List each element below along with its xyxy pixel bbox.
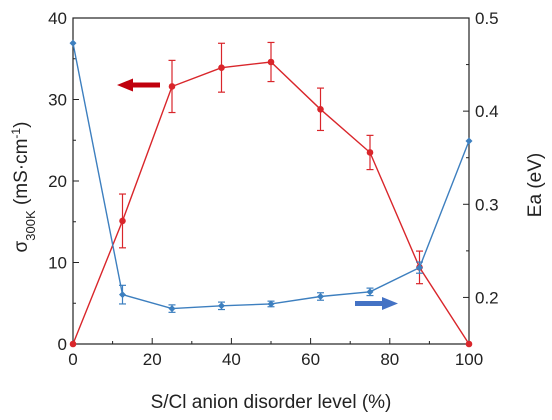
data-point xyxy=(267,58,275,66)
data-point xyxy=(69,39,77,47)
x-tick-label: 100 xyxy=(455,350,483,369)
x-tick-label: 40 xyxy=(222,350,241,369)
arrow-left-icon xyxy=(117,78,160,92)
data-point xyxy=(218,64,225,72)
y-right-axis-title: Ea (eV) xyxy=(525,153,546,217)
data-point xyxy=(366,149,374,156)
data-point xyxy=(168,305,176,313)
annotation-layer xyxy=(117,78,398,310)
y-left-title-superscript: -1 xyxy=(9,128,23,139)
data-point xyxy=(168,83,176,90)
y-right-tick-label: 0.5 xyxy=(475,9,499,28)
series-right xyxy=(69,39,473,313)
y-left-tick-label: 0 xyxy=(58,335,67,354)
y-left-title-symbol: σ xyxy=(11,240,32,252)
data-point xyxy=(416,264,423,272)
y-left-tick-label: 40 xyxy=(48,9,67,28)
y-left-title-subscript: 300K xyxy=(23,210,38,241)
arrow-right-icon xyxy=(355,297,398,310)
series-left xyxy=(69,41,473,348)
x-tick-label: 0 xyxy=(68,350,77,369)
data-point xyxy=(119,291,126,299)
x-tick-label: 80 xyxy=(380,350,399,369)
data-point xyxy=(69,340,77,348)
data-point xyxy=(218,302,225,310)
x-tick-label: 60 xyxy=(301,350,320,369)
y-left-tick-label: 20 xyxy=(48,172,67,191)
x-tick-label: 20 xyxy=(143,350,162,369)
data-point xyxy=(366,288,374,296)
data-point xyxy=(465,137,473,145)
labels-group: 0 20 40 60 80 100 0 10 20 30 40 0.2 0.3 0.4 0.5 S/Cl an… xyxy=(9,9,546,413)
series-layer xyxy=(69,39,473,348)
y-left-title-units: (mS·cm xyxy=(11,139,32,211)
data-point xyxy=(119,217,126,225)
y-right-tick-label: 0.4 xyxy=(475,102,499,121)
y-left-tick-label: 10 xyxy=(48,254,67,273)
data-point xyxy=(267,300,275,308)
y-right-tick-label: 0.3 xyxy=(475,195,499,214)
y-left-axis-title: σ300K (mS·cm-1) xyxy=(9,122,38,253)
y-right-tick-label: 0.2 xyxy=(475,288,499,307)
x-axis-title: S/Cl anion disorder level (%) xyxy=(151,392,392,413)
y-left-tick-label: 30 xyxy=(48,91,67,110)
data-point xyxy=(317,292,324,300)
data-point xyxy=(317,105,324,113)
y-left-title-close: ) xyxy=(11,122,32,128)
data-point xyxy=(465,340,473,348)
